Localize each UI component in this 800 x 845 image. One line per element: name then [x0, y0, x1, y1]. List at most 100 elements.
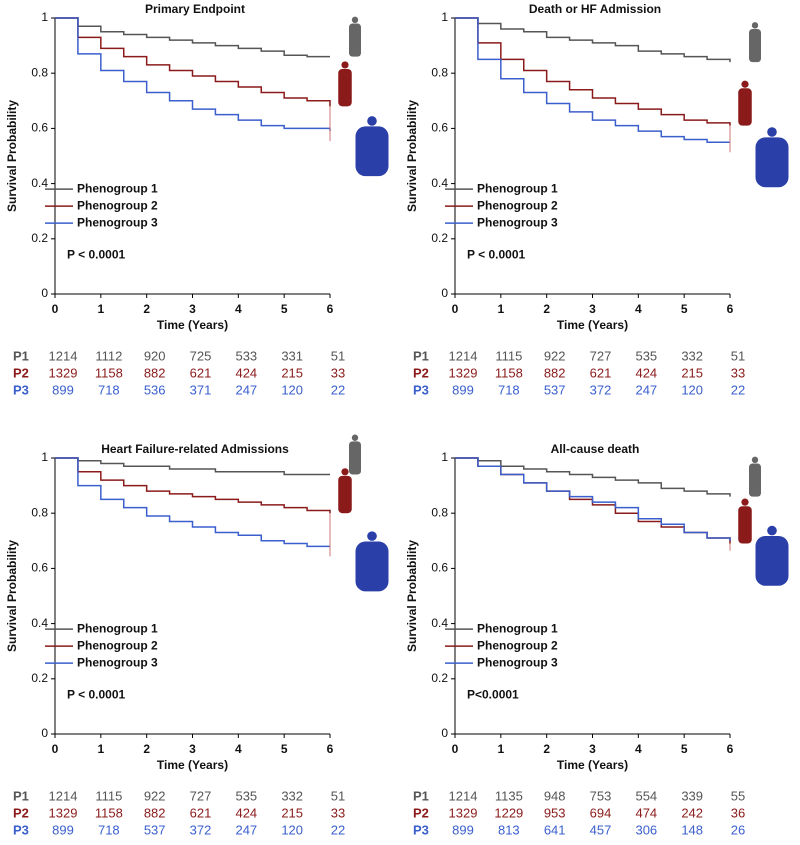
legend-label: Phenogroup 1 [77, 181, 158, 195]
survival-curve [55, 17, 331, 132]
icon [349, 441, 361, 475]
risk-count: 26 [731, 822, 745, 837]
risk-count: 922 [144, 788, 166, 803]
risk-count: 51 [331, 788, 345, 803]
risk-count: 1229 [494, 805, 523, 820]
risk-count: 641 [544, 822, 566, 837]
risk-row-label: P2 [13, 365, 29, 380]
risk-row-label: P3 [13, 822, 29, 837]
survival-curve [455, 17, 731, 63]
risk-count: 33 [331, 805, 345, 820]
icon [738, 506, 752, 544]
legend-label: Phenogroup 1 [477, 181, 558, 195]
risk-count: 1115 [95, 788, 122, 803]
legend-label: Phenogroup 2 [77, 198, 158, 212]
p-value: P < 0.0001 [67, 688, 125, 702]
risk-count: 22 [731, 382, 745, 397]
x-tick-label: 6 [327, 742, 334, 756]
risk-count: 424 [235, 365, 257, 380]
risk-count: 1158 [95, 365, 123, 380]
icon [351, 16, 359, 24]
x-tick-label: 3 [589, 742, 596, 756]
risk-count: 882 [144, 365, 166, 380]
y-tick-label: 0.4 [431, 176, 448, 190]
panel-title: All-cause death [551, 442, 640, 456]
risk-count: 33 [731, 365, 745, 380]
risk-count: 1158 [95, 805, 123, 820]
risk-count: 554 [635, 788, 657, 803]
risk-count: 306 [635, 822, 657, 837]
risk-count: 535 [235, 788, 257, 803]
risk-count: 424 [635, 365, 657, 380]
icon [767, 127, 777, 137]
risk-row-label: P1 [13, 348, 29, 363]
risk-count: 339 [681, 788, 703, 803]
p-value: P<0.0001 [467, 688, 519, 702]
risk-row-label: P2 [13, 805, 29, 820]
y-axis-label: Survival Probability [5, 540, 19, 652]
icon [767, 525, 777, 536]
x-tick-label: 3 [189, 302, 196, 316]
legend-label: Phenogroup 2 [77, 638, 158, 652]
x-tick-label: 0 [52, 742, 59, 756]
x-tick-label: 1 [497, 302, 504, 316]
x-tick-label: 0 [452, 742, 459, 756]
risk-count: 1135 [495, 788, 523, 803]
x-tick-label: 5 [681, 302, 688, 316]
survival-curve [455, 17, 731, 126]
risk-count: 120 [281, 382, 303, 397]
survival-curve [55, 17, 330, 58]
risk-count: 537 [544, 382, 566, 397]
risk-count: 215 [681, 365, 703, 380]
x-axis-label: Time (Years) [157, 758, 228, 772]
x-tick-label: 1 [97, 302, 104, 316]
risk-count: 1214 [449, 788, 478, 803]
risk-count: 51 [331, 348, 345, 363]
risk-count: 621 [590, 365, 612, 380]
risk-count: 1214 [49, 348, 78, 363]
risk-count: 372 [190, 822, 212, 837]
panel: Primary Endpoint 0 0.2 0.4 0.6 0.8 1 0 1 2 3 4 5 6 Tim… [5, 2, 389, 397]
legend-label: Phenogroup 1 [77, 621, 158, 635]
risk-count: 215 [281, 365, 303, 380]
risk-count: 1112 [95, 348, 122, 363]
risk-count: 474 [635, 805, 657, 820]
x-tick-label: 2 [543, 742, 550, 756]
risk-count: 813 [498, 822, 520, 837]
icon [738, 88, 752, 126]
y-tick-label: 0 [441, 726, 448, 740]
legend-label: Phenogroup 3 [477, 655, 558, 669]
risk-row-label: P3 [413, 822, 429, 837]
icon [367, 531, 377, 541]
icon [349, 23, 361, 57]
x-tick-label: 5 [281, 742, 288, 756]
legend-label: Phenogroup 2 [477, 638, 558, 652]
survival-curve [455, 17, 730, 143]
risk-count: 120 [281, 822, 303, 837]
icon [338, 475, 352, 514]
risk-count: 882 [544, 365, 566, 380]
risk-count: 247 [635, 382, 657, 397]
risk-count: 247 [235, 822, 257, 837]
x-tick-label: 4 [635, 742, 642, 756]
risk-count: 725 [190, 348, 212, 363]
p-value: P < 0.0001 [67, 248, 125, 262]
icon [755, 137, 789, 188]
x-axis-label: Time (Years) [157, 318, 228, 332]
y-tick-label: 0.2 [431, 231, 448, 245]
risk-count: 371 [190, 382, 212, 397]
risk-count: 899 [452, 382, 474, 397]
y-tick-label: 0.8 [31, 505, 48, 519]
risk-count: 424 [235, 805, 257, 820]
x-tick-label: 0 [52, 302, 59, 316]
y-tick-label: 0.4 [31, 616, 48, 630]
legend-label: Phenogroup 3 [77, 215, 158, 229]
y-tick-label: 0 [41, 286, 48, 300]
risk-count: 694 [590, 805, 612, 820]
panel: Heart Failure-related Admissions 0 0.2 0.4 0… [5, 434, 389, 837]
risk-count: 242 [681, 805, 703, 820]
y-tick-label: 1 [441, 450, 448, 464]
risk-count: 372 [590, 382, 612, 397]
risk-count: 332 [281, 788, 303, 803]
